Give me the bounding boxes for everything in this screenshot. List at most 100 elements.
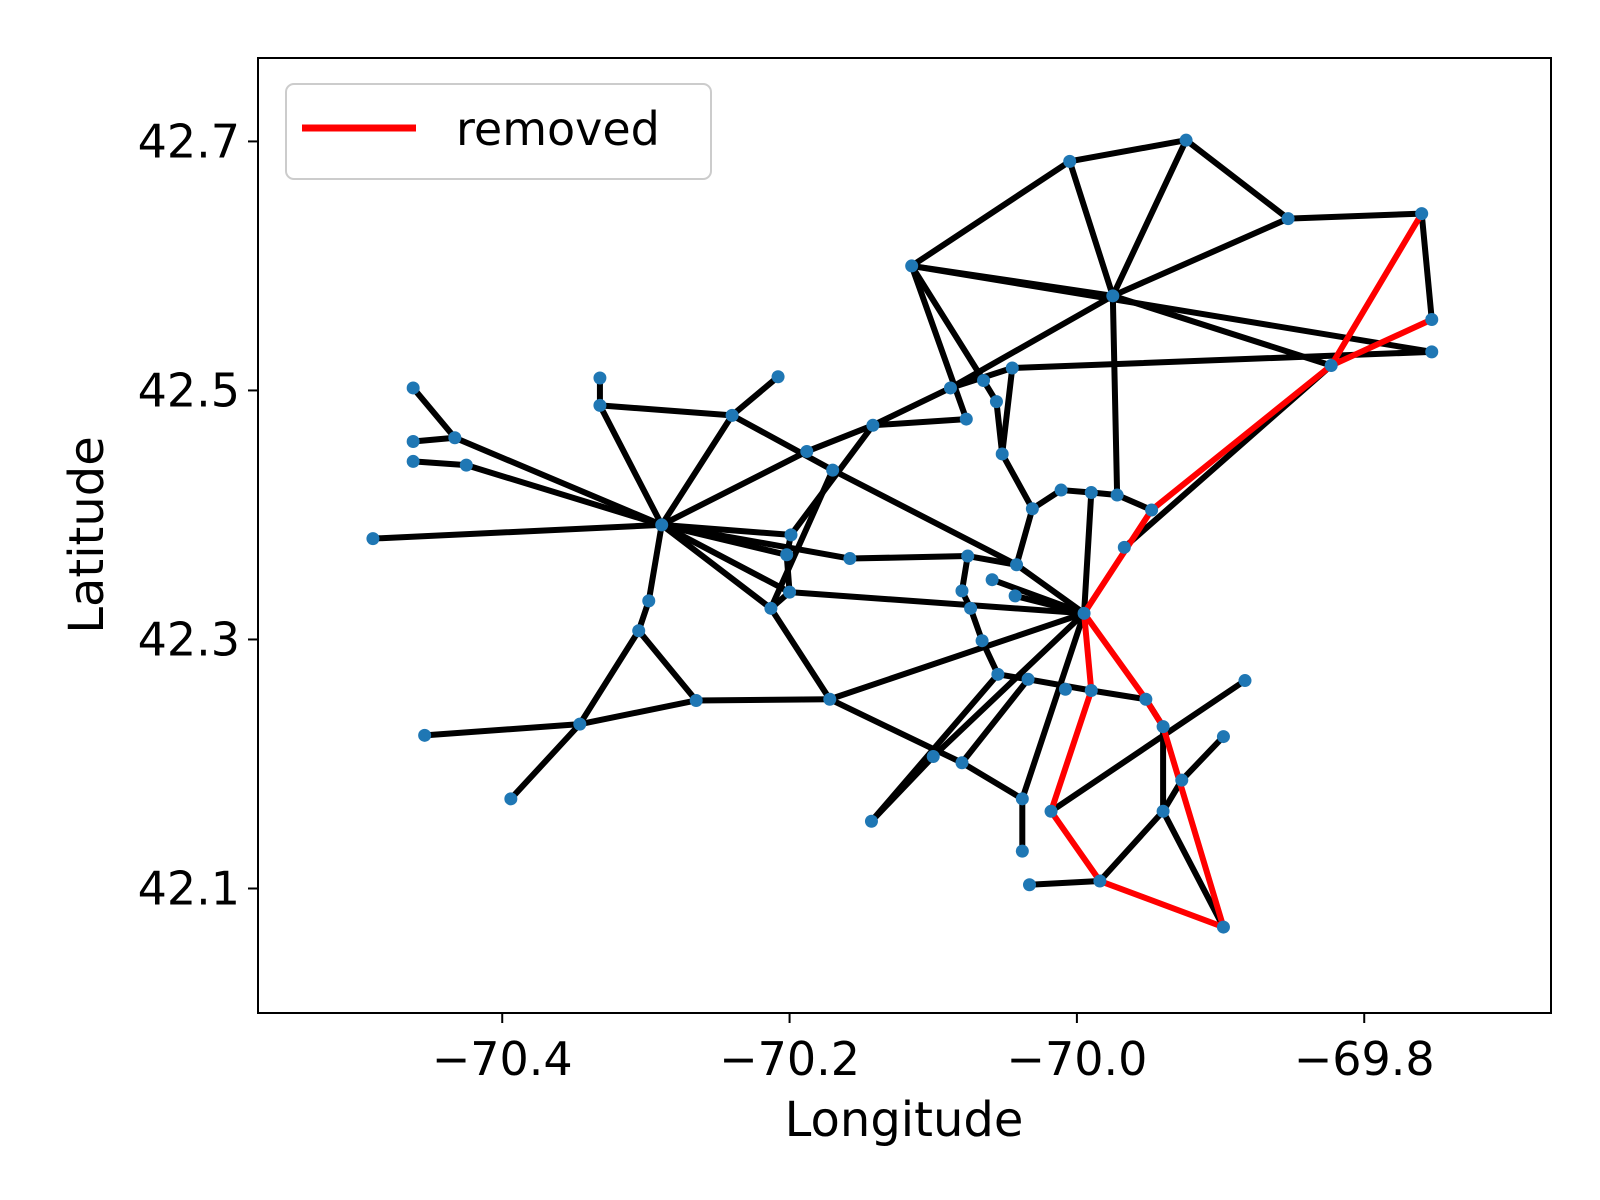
- x-axis-ticks: −70.4 −70.2 −70.0 −69.8: [432, 1013, 1435, 1086]
- node-65: [504, 792, 518, 806]
- edge-36: [645, 521, 665, 604]
- node-9: [771, 370, 785, 384]
- node-60: [418, 728, 432, 742]
- edge-74: [868, 753, 937, 825]
- edge-29: [410, 384, 458, 441]
- edge-86: [1048, 677, 1248, 815]
- node-62: [926, 750, 940, 764]
- node-13: [977, 373, 991, 387]
- edge-21: [803, 422, 876, 455]
- node-5: [1106, 289, 1120, 303]
- node-45: [964, 601, 978, 615]
- node-73: [1216, 920, 1230, 934]
- edge-38: [658, 521, 793, 596]
- removed-edges-layer: [1048, 210, 1435, 931]
- y-tick-label-1: 42.3: [138, 612, 240, 666]
- edge-66: [1012, 592, 1088, 617]
- edge-73: [958, 759, 1026, 802]
- edge-71: [958, 676, 1032, 766]
- node-46: [764, 601, 778, 615]
- y-axis-title: Latitude: [59, 436, 115, 634]
- edge-87: [1178, 733, 1227, 784]
- removed-edge-0: [1328, 210, 1425, 369]
- legend-label-removed: removed: [456, 102, 660, 156]
- node-14: [943, 381, 957, 395]
- node-72: [1022, 878, 1036, 892]
- node-24: [406, 454, 420, 468]
- node-69: [864, 814, 878, 828]
- edge-40: [658, 521, 853, 562]
- node-49: [975, 634, 989, 648]
- node-4: [905, 259, 919, 273]
- edge-17: [999, 365, 1016, 457]
- edge-2: [1183, 137, 1292, 222]
- node-31: [1025, 502, 1039, 516]
- y-tick-label-0: 42.1: [138, 861, 240, 915]
- node-17: [989, 395, 1003, 409]
- edge-83: [1013, 505, 1036, 568]
- node-10: [593, 371, 607, 385]
- edge-91: [1160, 808, 1227, 931]
- node-58: [573, 717, 587, 731]
- edge-49: [767, 467, 836, 612]
- edge-93: [1026, 878, 1103, 888]
- edge-84: [1081, 489, 1095, 617]
- node-12: [1005, 361, 1019, 375]
- node-23: [995, 447, 1009, 461]
- y-axis-ticks: 42.1 42.3 42.5 42.7: [138, 114, 258, 915]
- edge-32: [410, 458, 470, 469]
- edge-7: [1109, 215, 1292, 299]
- plot-frame: [257, 57, 1552, 1014]
- node-66: [1015, 792, 1029, 806]
- edge-48: [767, 605, 833, 703]
- node-47: [1077, 606, 1091, 620]
- node-70: [1015, 844, 1029, 858]
- node-68: [1156, 804, 1170, 818]
- edge-1: [1109, 137, 1190, 299]
- node-34: [366, 532, 380, 546]
- node-35: [784, 528, 798, 542]
- edge-68: [930, 610, 1088, 760]
- edge-19: [869, 416, 970, 429]
- node-15: [593, 398, 607, 412]
- node-39: [1010, 558, 1024, 572]
- node-6: [1425, 312, 1439, 326]
- edge-28: [596, 402, 665, 528]
- node-29: [1110, 488, 1124, 502]
- edge-20: [788, 422, 876, 538]
- node-16: [725, 408, 739, 422]
- node-63: [955, 756, 969, 770]
- edge-42: [635, 627, 700, 704]
- node-20: [448, 431, 462, 445]
- x-tick-label-0: −70.4: [432, 1032, 573, 1086]
- removed-edge-6: [1160, 723, 1227, 931]
- edge-69: [1019, 610, 1088, 802]
- removed-edge-8: [1048, 808, 1103, 885]
- node-71: [1093, 874, 1107, 888]
- node-54: [1139, 692, 1153, 706]
- edge-5: [1285, 210, 1425, 222]
- edge-18: [869, 384, 954, 429]
- edge-27: [596, 402, 736, 419]
- x-tick-label-2: −70.0: [1006, 1032, 1147, 1086]
- node-25: [459, 458, 473, 472]
- node-67: [1044, 804, 1058, 818]
- edge-4: [1066, 158, 1116, 299]
- node-30: [1145, 503, 1159, 517]
- removed-edge-9: [1048, 687, 1095, 815]
- edge-12: [1109, 292, 1335, 369]
- node-59: [1156, 720, 1170, 734]
- edge-50: [829, 467, 1020, 568]
- node-1: [1063, 154, 1077, 168]
- node-7: [1425, 345, 1439, 359]
- edge-14: [1109, 292, 1121, 499]
- removed-edge-3: [1081, 506, 1155, 617]
- node-3: [1415, 207, 1429, 221]
- x-tick-label-3: −69.8: [1294, 1032, 1435, 1086]
- node-22: [800, 444, 814, 458]
- node-51: [1021, 672, 1035, 686]
- node-33: [655, 518, 669, 532]
- edge-23: [729, 373, 782, 419]
- edges-layer: [369, 137, 1435, 931]
